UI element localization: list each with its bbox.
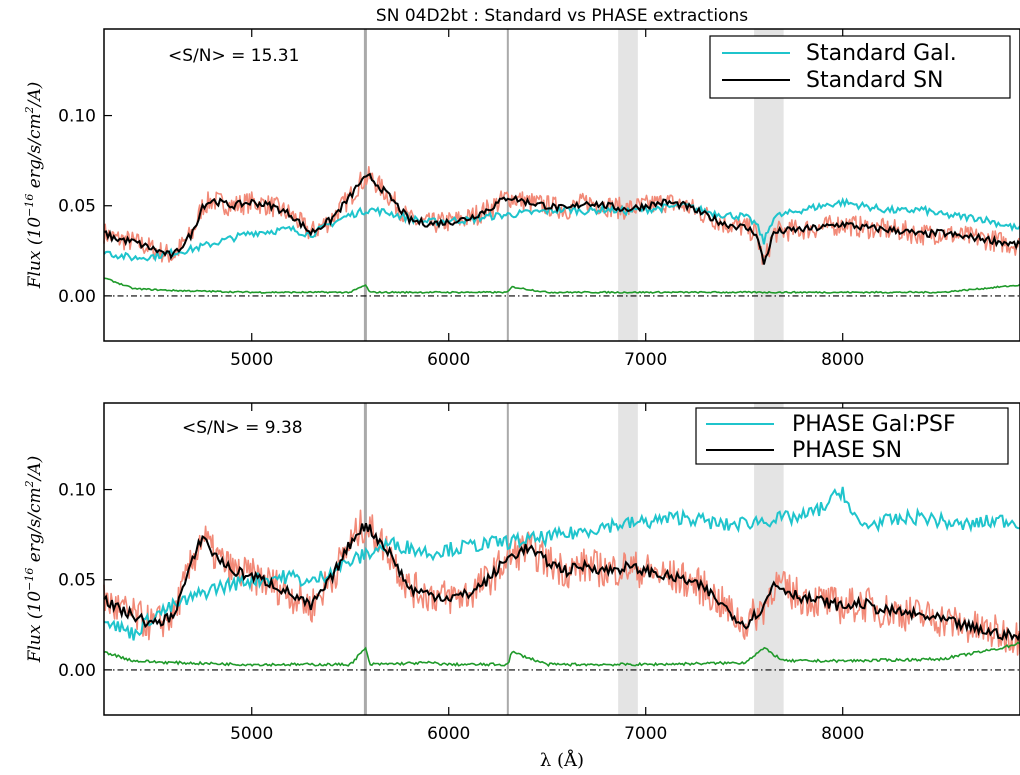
top-ytick-label-2: 0.10	[58, 107, 96, 127]
bottom-xtick-label-2: 7000	[624, 724, 667, 744]
top-series-group	[103, 166, 1020, 295]
top-legend-box	[709, 35, 1011, 99]
bottom-galaxy-line	[103, 486, 1020, 641]
top-sn-line	[103, 172, 1020, 265]
bottom-panel: 5000 6000 7000 8000 0.00 0.05 0.10 <S/N> = 9.…	[58, 402, 1020, 744]
top-y-axis-label: Flux (10−16 erg/s/cm2/A)	[23, 82, 45, 290]
svg-text:Flux (10−16 erg/s/cm2/A): Flux (10−16 erg/s/cm2/A)	[23, 82, 45, 290]
bottom-xtick-label-3: 8000	[821, 724, 864, 744]
bottom-telluric-band-0	[618, 403, 638, 715]
bottom-ylabel-tail: /A)	[25, 456, 45, 483]
top-galaxy-line	[103, 196, 1020, 263]
top-x-ticks: 5000 6000 7000 8000	[230, 29, 864, 370]
bottom-error-line	[103, 641, 1020, 668]
top-error-line	[103, 277, 1020, 295]
top-sky-lines	[363, 29, 509, 341]
bottom-legend: PHASE Gal:PSF PHASE SN	[695, 407, 1009, 465]
top-ytick-label-0: 0.00	[58, 287, 96, 307]
top-legend-sn-label: Standard SN	[806, 68, 944, 93]
bottom-ylabel-units: erg/s/cm	[25, 487, 45, 567]
bottom-ytick-label-2: 0.10	[58, 481, 96, 501]
bottom-sn-annotation: <S/N> = 9.38	[182, 418, 303, 438]
bottom-ylabel-sq: 2	[23, 480, 36, 488]
top-xtick-label-3: 8000	[821, 350, 864, 370]
top-plot-frame	[103, 28, 1020, 342]
top-sn-annotation: <S/N> = 15.31	[168, 46, 299, 66]
bottom-sn-line	[103, 522, 1020, 642]
bottom-telluric-bands	[618, 403, 784, 715]
top-ylabel-sq: 2	[23, 106, 36, 114]
svg-text:Flux (10−16 erg/s/cm2/A): Flux (10−16 erg/s/cm2/A)	[23, 456, 45, 664]
top-legend: Standard Gal. Standard SN	[709, 35, 1011, 99]
top-telluric-band-0	[618, 29, 638, 341]
bottom-legend-sn-label: PHASE SN	[792, 438, 902, 463]
bottom-ylabel-text: Flux (10	[25, 591, 45, 664]
top-xtick-label-0: 5000	[230, 350, 273, 370]
x-axis-label: λ (Å)	[540, 749, 584, 771]
top-ylabel-tail: /A)	[25, 82, 45, 109]
bottom-series-group	[103, 486, 1020, 668]
top-y-ticks: 0.00 0.05 0.10	[58, 107, 112, 307]
bottom-legend-galaxy-label: PHASE Gal:PSF	[792, 412, 956, 437]
bottom-y-axis-label: Flux (10−16 erg/s/cm2/A)	[23, 456, 45, 664]
top-legend-galaxy-label: Standard Gal.	[806, 41, 957, 66]
bottom-x-ticks: 5000 6000 7000 8000	[230, 403, 864, 744]
bottom-legend-box	[695, 407, 1009, 465]
bottom-xtick-label-0: 5000	[230, 724, 273, 744]
top-ylabel-exp: −16	[23, 194, 36, 217]
bottom-sn-raw-line	[103, 509, 1020, 656]
top-ytick-label-1: 0.05	[58, 197, 96, 217]
bottom-plot-frame	[103, 402, 1020, 716]
top-panel: 5000 6000 7000 8000 0.00 0.05 0.10 <S/N> = 15…	[58, 28, 1020, 370]
top-xtick-label-1: 6000	[427, 350, 470, 370]
bottom-ytick-label-1: 0.05	[58, 571, 96, 591]
top-ylabel-text: Flux (10	[25, 217, 45, 290]
top-ylabel-units: erg/s/cm	[25, 113, 45, 193]
bottom-ylabel-exp: −16	[23, 568, 36, 591]
bottom-ytick-label-0: 0.00	[58, 661, 96, 681]
bottom-y-ticks: 0.00 0.05 0.10	[58, 481, 112, 681]
bottom-xtick-label-1: 6000	[427, 724, 470, 744]
chart-title: SN 04D2bt : Standard vs PHASE extraction…	[376, 6, 748, 26]
top-xtick-label-2: 7000	[624, 350, 667, 370]
